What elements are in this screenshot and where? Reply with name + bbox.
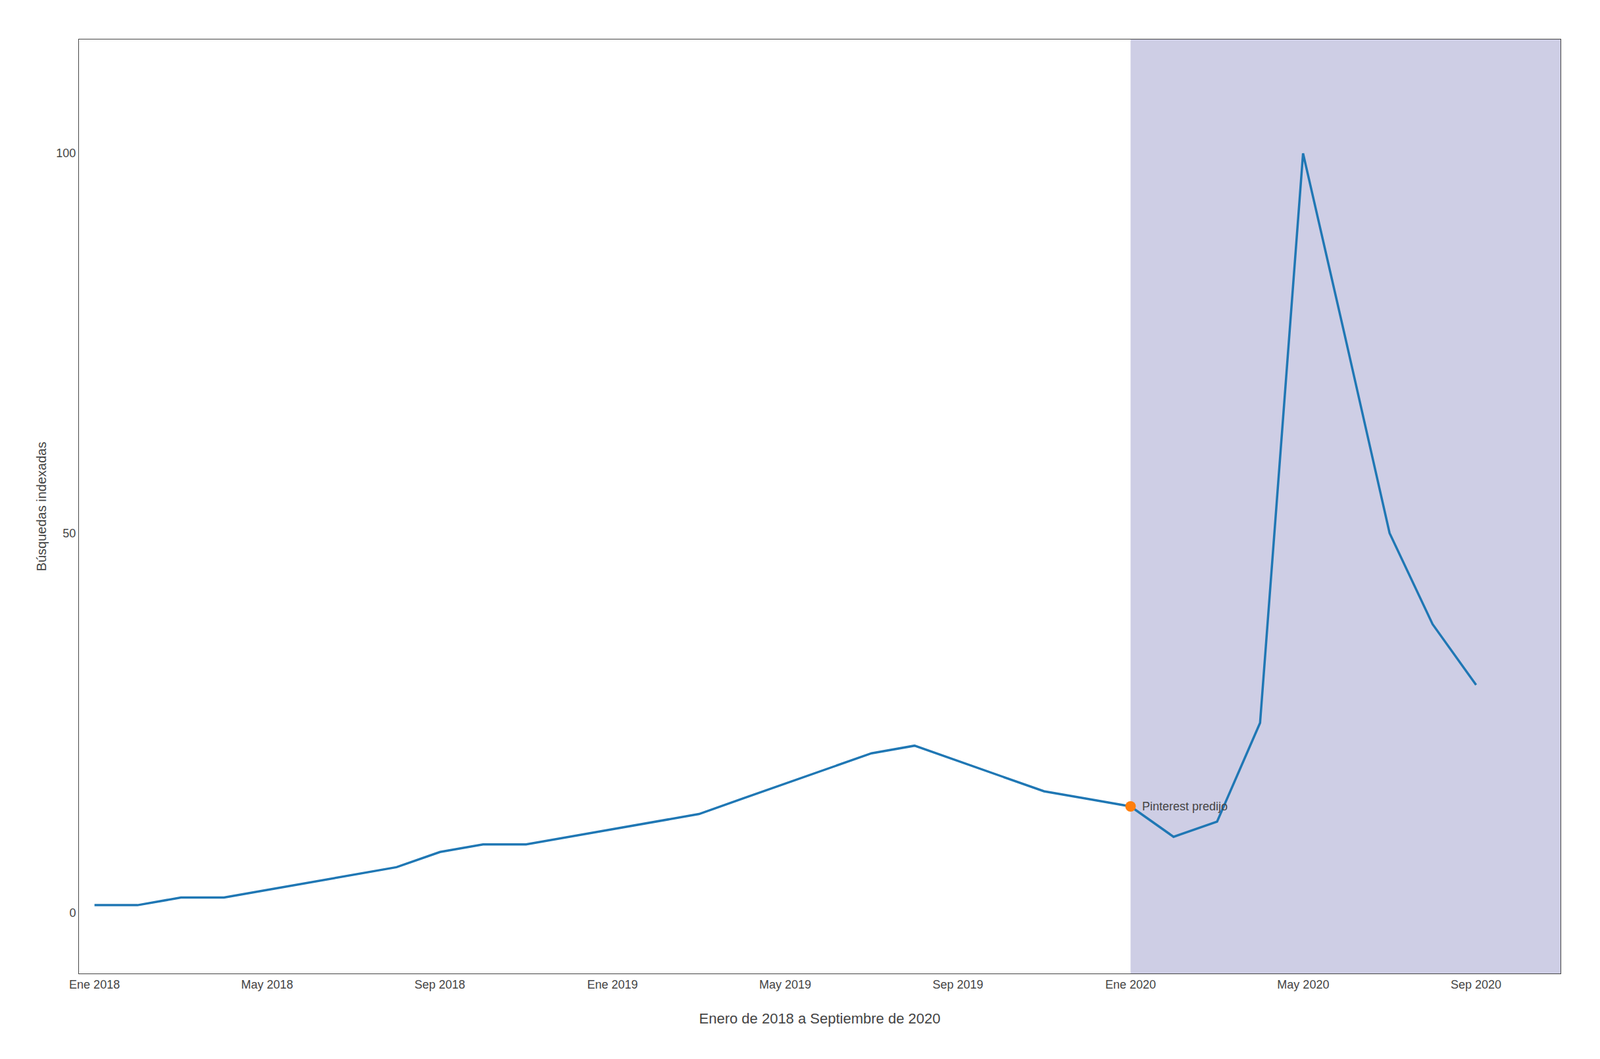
svg-text:Búsquedas indexadas: Búsquedas indexadas bbox=[34, 442, 49, 572]
svg-text:Sep 2019: Sep 2019 bbox=[932, 978, 983, 992]
svg-text:50: 50 bbox=[62, 526, 76, 541]
svg-text:100: 100 bbox=[55, 146, 76, 160]
svg-text:Sep 2020: Sep 2020 bbox=[1450, 978, 1502, 992]
svg-text:Ene 2018: Ene 2018 bbox=[69, 978, 120, 992]
svg-text:Enero de 2018 a Septiembre de: Enero de 2018 a Septiembre de 2020 bbox=[699, 1010, 941, 1027]
svg-text:Ene 2020: Ene 2020 bbox=[1105, 978, 1156, 992]
svg-text:Ene 2019: Ene 2019 bbox=[586, 978, 638, 992]
svg-text:Sep 2018: Sep 2018 bbox=[414, 978, 466, 992]
svg-text:May 2018: May 2018 bbox=[241, 978, 294, 992]
svg-text:0: 0 bbox=[69, 906, 76, 920]
svg-text:Pinterest predijo: Pinterest predijo bbox=[1142, 800, 1228, 814]
svg-text:May 2019: May 2019 bbox=[759, 978, 812, 992]
svg-text:May 2020: May 2020 bbox=[1276, 978, 1329, 992]
